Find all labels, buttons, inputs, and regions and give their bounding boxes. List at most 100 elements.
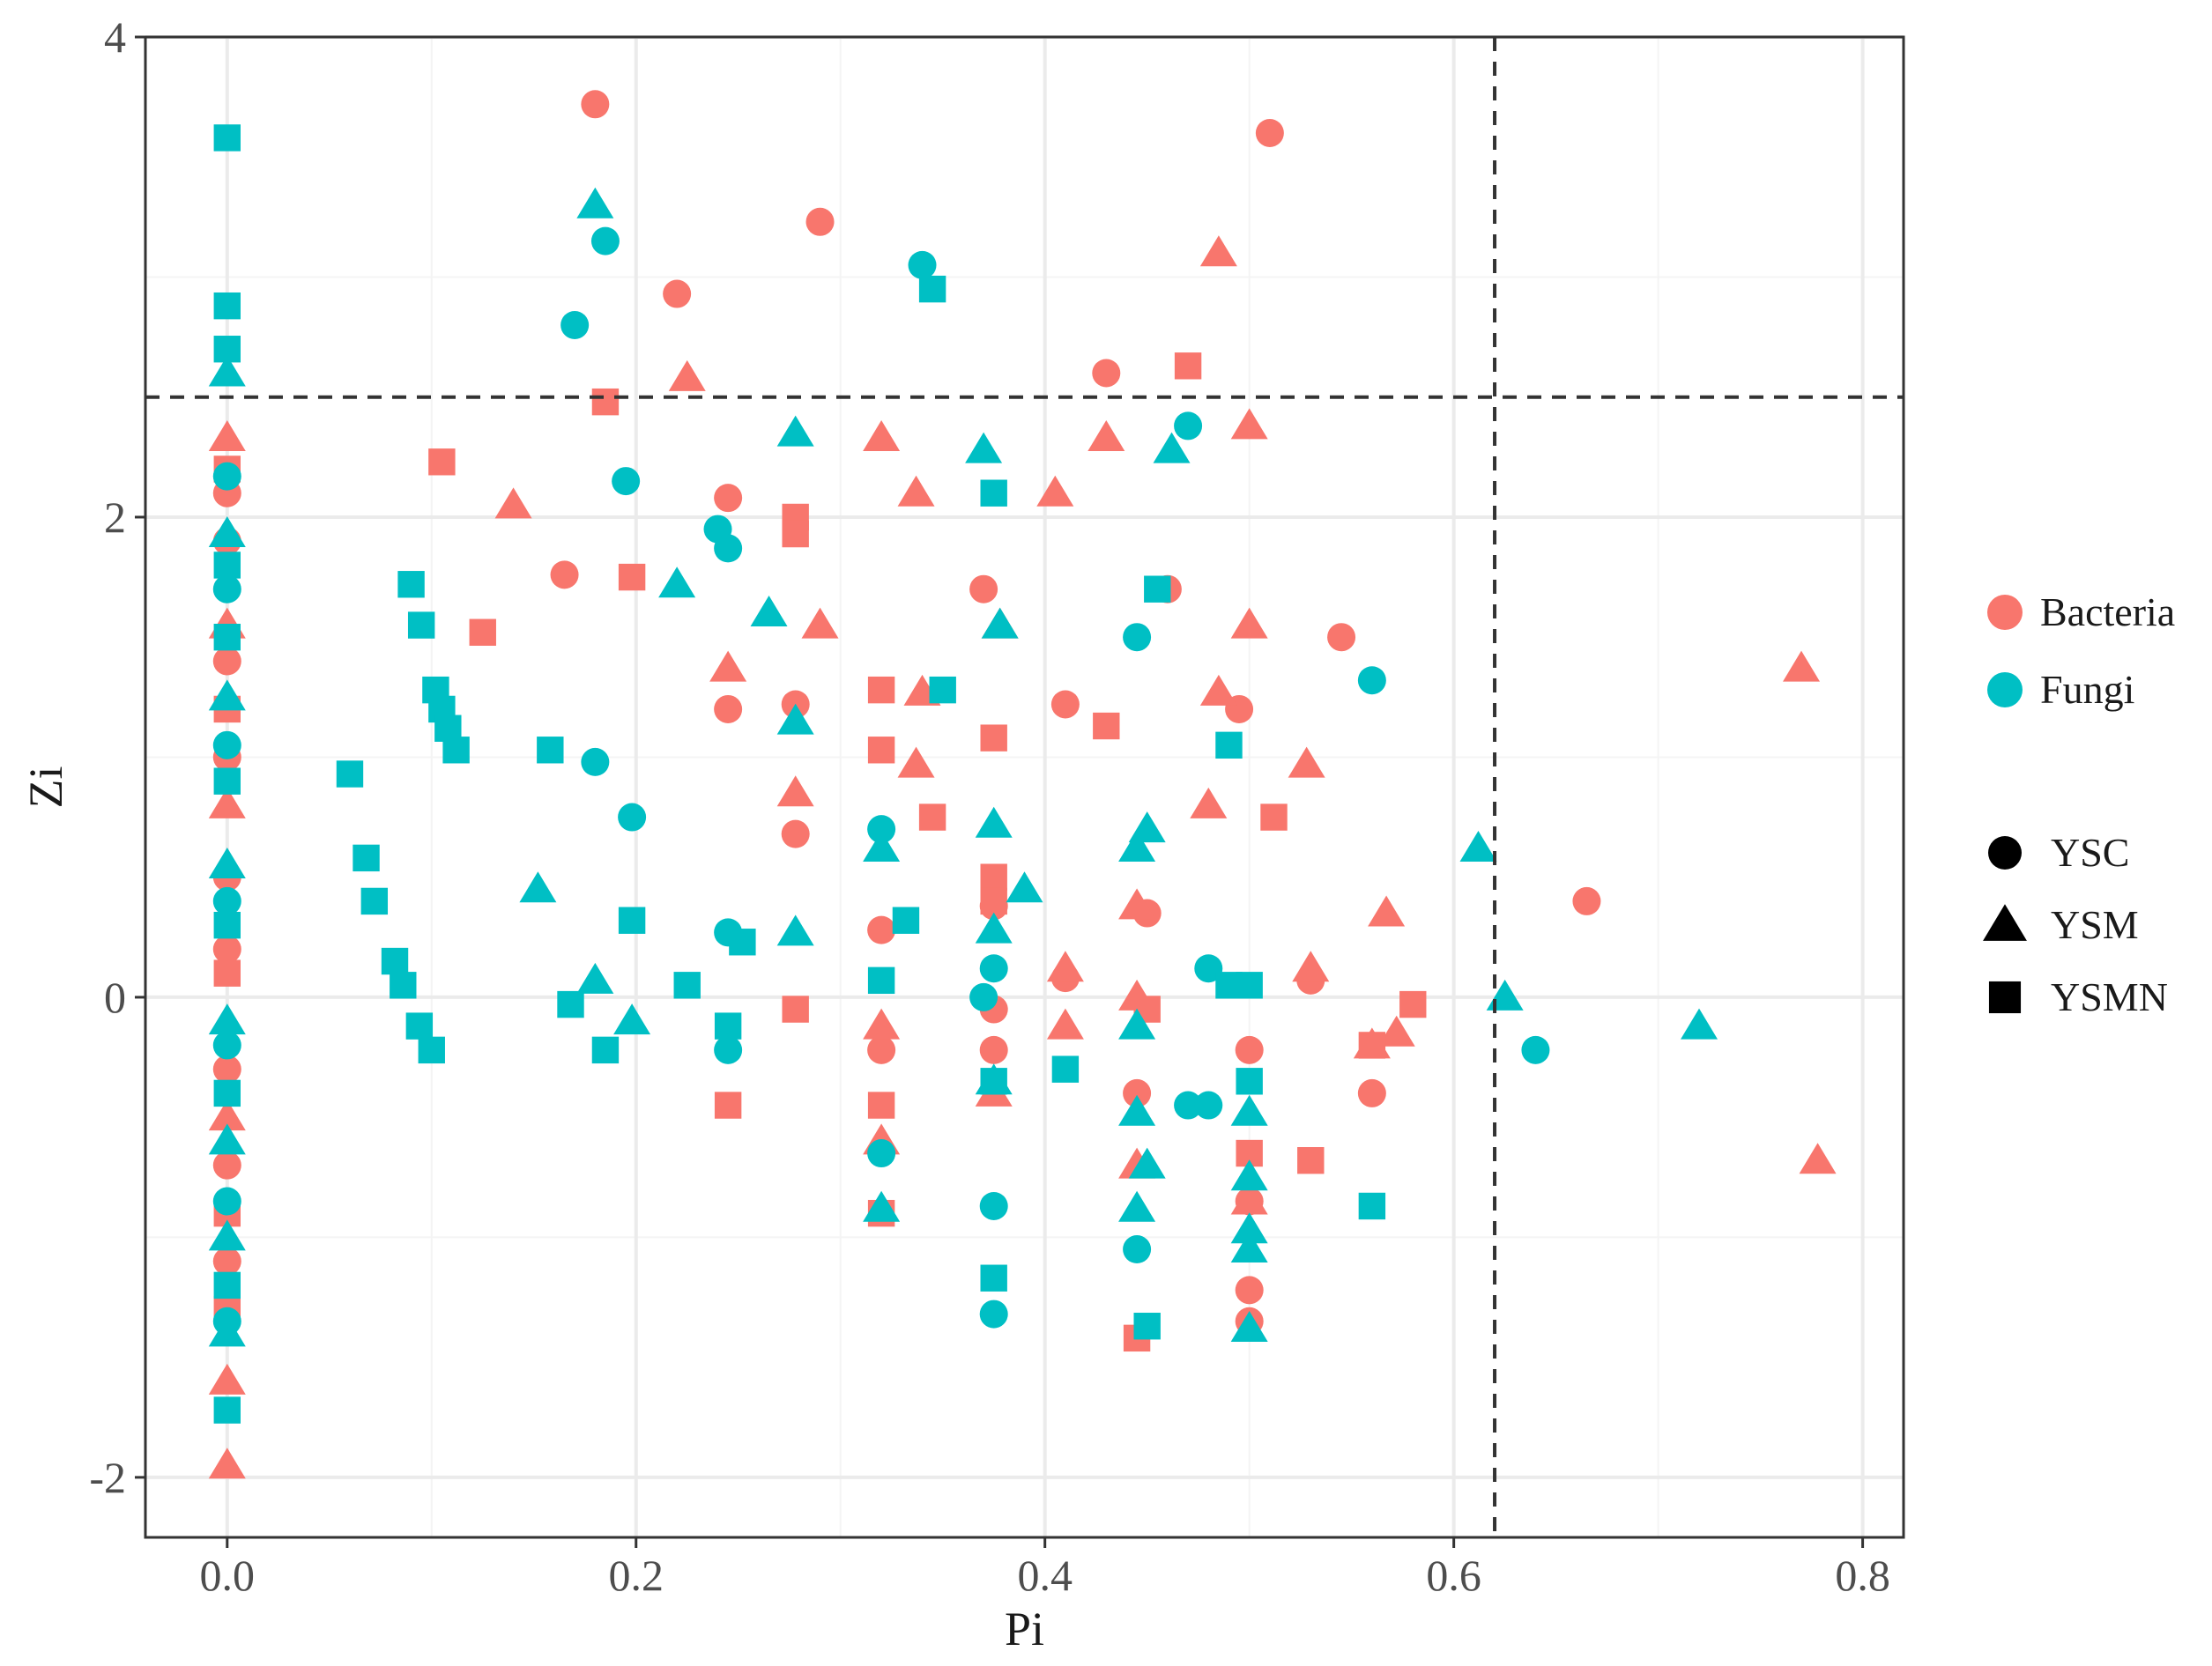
point-fungi-ysmn	[213, 1079, 241, 1107]
legend-label-bacteria: Bacteria	[2040, 589, 2175, 634]
point-fungi-ysm	[1459, 830, 1497, 862]
point-fungi-ysc	[979, 954, 1008, 983]
point-bacteria-ysm	[208, 787, 246, 818]
point-fungi-ysm	[576, 187, 614, 218]
point-fungi-ysmn	[618, 907, 646, 934]
point-bacteria-ysmn	[591, 388, 620, 416]
point-bacteria-ysmn	[1174, 352, 1202, 380]
point-bacteria-ysm	[1292, 951, 1330, 982]
x-tick-label: 0.4	[1017, 1551, 1073, 1600]
point-fungi-ysm	[981, 607, 1019, 639]
point-fungi-ysmn	[557, 990, 584, 1018]
point-fungi-ysc	[212, 574, 241, 603]
point-bacteria-ysmn	[782, 520, 809, 548]
point-bacteria-ysc	[663, 279, 692, 308]
point-fungi-ysm	[519, 871, 557, 903]
x-axis-title: Pi	[1005, 1603, 1044, 1655]
point-fungi-ysc	[867, 1139, 896, 1168]
point-bacteria-ysm	[1199, 235, 1237, 267]
point-fungi-ysm	[208, 1003, 246, 1035]
point-bacteria-ysmn	[1093, 712, 1120, 740]
point-fungi-ysc	[979, 1191, 1008, 1220]
point-bacteria-ysc	[212, 1055, 241, 1084]
point-bacteria-ysm	[208, 1363, 246, 1395]
point-bacteria-ysm	[208, 420, 246, 452]
point-fungi-ysmn	[381, 947, 409, 975]
point-fungi-ysmn	[213, 124, 241, 152]
point-bacteria-ysc	[1235, 1035, 1264, 1064]
point-bacteria-ysc	[781, 819, 810, 848]
point-fungi-ysmn	[336, 760, 364, 788]
point-bacteria-ysm	[1377, 1015, 1415, 1047]
point-bacteria-ysm	[1087, 420, 1125, 452]
point-bacteria-ysm	[494, 487, 532, 519]
point-fungi-ysmn	[405, 1012, 434, 1040]
point-fungi-ysm	[965, 432, 1003, 463]
point-fungi-ysmn	[714, 1012, 742, 1040]
point-fungi-ysc	[1174, 1091, 1203, 1120]
point-bacteria-ysmn	[428, 448, 456, 476]
point-fungi-ysmn	[213, 336, 241, 363]
point-fungi-ysm	[1230, 1212, 1268, 1244]
point-fungi-ysmn	[918, 275, 946, 303]
point-fungi-ysc	[1123, 1235, 1152, 1264]
point-bacteria-ysmn	[980, 724, 1007, 752]
point-fungi-ysm	[863, 830, 901, 862]
point-bacteria-ysc	[1123, 1078, 1152, 1107]
reference-lines	[145, 37, 1904, 1537]
legend-label-fungi: Fungi	[2040, 667, 2134, 712]
legend-key-ysc	[1988, 836, 2022, 870]
point-fungi-ysmn	[729, 929, 756, 956]
point-bacteria-ysm	[1046, 951, 1084, 982]
y-tick-label: 2	[104, 492, 126, 542]
point-fungi-ysmn	[213, 1396, 241, 1424]
point-bacteria-ysmn	[714, 1092, 742, 1119]
point-bacteria-ysc	[867, 915, 896, 944]
point-bacteria-ysc	[1092, 359, 1121, 388]
x-tick-label: 0.0	[200, 1551, 256, 1600]
point-bacteria-ysc	[1572, 886, 1601, 915]
point-bacteria-ysmn	[1260, 803, 1288, 831]
point-fungi-ysm	[776, 703, 814, 735]
point-bacteria-ysm	[863, 1008, 901, 1040]
point-fungi-ysmn	[360, 887, 389, 915]
point-fungi-ysc	[212, 462, 241, 491]
point-fungi-ysm	[208, 516, 246, 548]
point-bacteria-ysc	[1255, 118, 1284, 147]
point-bacteria-ysc	[714, 694, 743, 723]
legend-label-ysm: YSM	[2051, 902, 2139, 947]
point-fungi-ysm	[1118, 830, 1156, 862]
point-fungi-ysm	[1230, 1310, 1268, 1342]
point-bacteria-ysm	[897, 746, 935, 778]
point-fungi-ysmn	[1051, 1055, 1080, 1083]
point-bacteria-ysm	[1288, 746, 1325, 778]
point-bacteria-ysm	[1190, 787, 1228, 818]
point-fungi-ysc	[618, 803, 647, 832]
point-fungi-ysm	[1128, 1147, 1166, 1179]
grid	[145, 35, 1904, 1537]
point-fungi-ysm	[1230, 1094, 1268, 1126]
point-bacteria-ysm	[1230, 607, 1268, 639]
point-fungi-ysc	[212, 1187, 241, 1216]
point-fungi-ysm	[208, 679, 246, 711]
point-bacteria-ysm	[208, 1448, 246, 1479]
point-bacteria-ysm	[776, 775, 814, 807]
legend-key-fungi	[1987, 672, 2023, 707]
point-bacteria-ysm	[1036, 475, 1074, 507]
point-fungi-ysc	[590, 226, 620, 255]
point-fungi-ysmn	[213, 767, 241, 795]
legend-key-bacteria	[1987, 595, 2023, 630]
point-fungi-ysmn	[353, 844, 380, 872]
x-tick-label: 0.8	[1835, 1551, 1890, 1600]
point-bacteria-ysmn	[980, 887, 1007, 915]
point-fungi-ysmn	[673, 972, 701, 999]
point-bacteria-ysm	[1230, 408, 1268, 440]
axes: 0.0 0.2 0.4 0.6 0.8 -2 0 2 4	[89, 12, 1890, 1600]
point-fungi-ysmn	[213, 1271, 241, 1299]
point-bacteria-ysc	[714, 484, 743, 513]
x-tick-label: 0.2	[608, 1551, 664, 1600]
point-bacteria-ysm	[1046, 1008, 1084, 1040]
point-fungi-ysc	[867, 815, 896, 844]
